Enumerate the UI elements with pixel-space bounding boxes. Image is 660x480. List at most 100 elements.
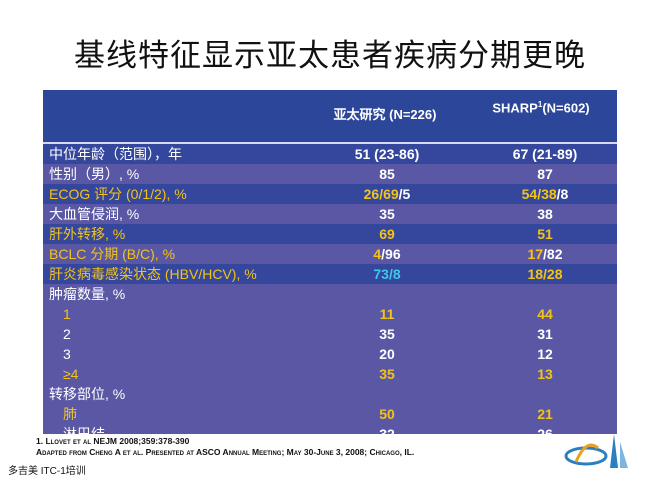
row-label: 淋巴结 xyxy=(63,424,105,434)
row-label: 2 xyxy=(63,324,71,344)
cell: 18/28 xyxy=(465,264,617,284)
text-run: 大血管侵润, % xyxy=(49,206,140,222)
footnotes: 1. Llovet et al NEJM 2008;359:378-390 Ada… xyxy=(36,436,414,458)
table-row: 性别（男）, % 85 87 xyxy=(43,164,617,184)
cell: 73/8 xyxy=(307,264,467,284)
text-run: 转移部位, % xyxy=(49,386,126,402)
cell: 12 xyxy=(465,344,617,364)
logo-swoosh xyxy=(564,446,608,466)
cell: 21 xyxy=(465,404,617,424)
logo-arc xyxy=(574,443,599,463)
logo xyxy=(564,434,628,468)
text-run: 11 xyxy=(379,306,395,322)
table-row: 转移部位, % xyxy=(43,384,617,404)
row-label: BCLC 分期 (B/C), % xyxy=(49,244,175,264)
row-label: 肝外转移, % xyxy=(49,224,125,244)
cell: 54/38/8 xyxy=(465,184,617,204)
text-run: 21 xyxy=(537,406,553,422)
text-run: 67 (21-89) xyxy=(512,146,578,162)
text-run: 44 xyxy=(537,306,553,322)
table-row: 中位年龄（范围），年 51 (23-86) 67 (21-89) xyxy=(43,142,617,164)
cell: 31 xyxy=(465,324,617,344)
text-run: 17 xyxy=(527,246,544,262)
row-label: 肝炎病毒感染状态 (HBV/HCV), % xyxy=(49,264,257,284)
table-row: 大血管侵润, % 35 38 xyxy=(43,204,617,224)
cell: 13 xyxy=(465,364,617,384)
table-row: 3 20 12 xyxy=(43,344,617,364)
text-run: 35 xyxy=(379,326,395,342)
text-run: 26 xyxy=(537,426,553,434)
row-label: 大血管侵润, % xyxy=(49,204,139,224)
row-label: 转移部位, % xyxy=(49,384,125,404)
header-text: 亚太研究 (N=226) xyxy=(333,107,437,122)
cell: 85 xyxy=(307,164,467,184)
cell: 35 xyxy=(307,364,467,384)
text-run: 2 xyxy=(63,326,71,342)
cell: 38 xyxy=(465,204,617,224)
row-label: 性别（男）, % xyxy=(49,164,139,184)
footnote: Adapted from Cheng A et al. Presented at… xyxy=(36,447,415,457)
text-run: ECOG 评分 (0/1/2), % xyxy=(49,186,187,202)
cell: 26/69/5 xyxy=(307,184,467,204)
table-row: 肝外转移, % 69 51 xyxy=(43,224,617,244)
table: 亚太研究 (N=226) SHARP 1 (N=602) 中位年龄（范围），年 51 (… xyxy=(43,90,617,434)
cell: 4/96 xyxy=(307,244,467,264)
text-run: 12 xyxy=(537,346,553,362)
cell: 32 xyxy=(307,424,467,434)
table-row: 2 35 31 xyxy=(43,324,617,344)
cell: 20 xyxy=(307,344,467,364)
footnote: 1. Llovet et al NEJM 2008;359:378-390 xyxy=(36,436,190,446)
text-run: 54/38 xyxy=(521,186,557,202)
text-run: 85 xyxy=(379,166,395,182)
text-run: /82 xyxy=(543,246,563,262)
table-row: 肝炎病毒感染状态 (HBV/HCV), % 73/8 18/28 xyxy=(43,264,617,284)
text-run: 35 xyxy=(379,206,395,222)
brand: 多吉美 ITC-1培训 xyxy=(8,466,86,477)
cell: 35 xyxy=(307,324,467,344)
text-run: /5 xyxy=(398,186,411,202)
text-run: 87 xyxy=(537,166,553,182)
text-run: 50 xyxy=(379,406,395,422)
text-run: 13 xyxy=(537,366,553,382)
cell: 87 xyxy=(465,164,617,184)
row-label: ≥4 xyxy=(63,364,78,384)
text-run: 20 xyxy=(379,346,395,362)
text-run: /8 xyxy=(556,186,569,202)
text-run: 69 xyxy=(379,226,395,242)
text-run: 31 xyxy=(537,326,553,342)
cell: 26 xyxy=(465,424,617,434)
cell: 69 xyxy=(307,224,467,244)
cell: 17/82 xyxy=(465,244,617,264)
text-run: 38 xyxy=(537,206,553,222)
text-run: /96 xyxy=(381,246,401,262)
row-label: 肿瘤数量, % xyxy=(49,284,125,304)
row-label: 3 xyxy=(63,344,71,364)
text-run: 性别（男）, % xyxy=(49,166,140,182)
table-row: BCLC 分期 (B/C), % 4/96 17/82 xyxy=(43,244,617,264)
cell: 44 xyxy=(465,304,617,324)
table-row: 肺 50 21 xyxy=(43,404,617,424)
row-label: ECOG 评分 (0/1/2), % xyxy=(49,184,187,204)
text-run: 肿瘤数量, % xyxy=(49,286,126,302)
cell: 51 xyxy=(465,224,617,244)
text-run: 肺 xyxy=(63,406,77,422)
table-row: 肿瘤数量, % xyxy=(43,284,617,304)
column-header: 亚太研究 (N=226) xyxy=(305,106,465,124)
table-header: 亚太研究 (N=226) SHARP1(N=602) xyxy=(43,90,617,142)
text-run: 肝炎病毒感染状态 (HBV/HCV), % xyxy=(49,266,257,282)
row-label: 1 xyxy=(63,304,71,324)
header-text: SHARP xyxy=(492,100,538,116)
cell: 11 xyxy=(307,304,467,324)
logo-sail xyxy=(610,434,618,468)
table-row: ≥4 35 13 xyxy=(43,364,617,384)
table-row: 1 11 44 xyxy=(43,304,617,324)
text-run: BCLC 分期 (B/C), % xyxy=(49,246,176,262)
text-run: 51 xyxy=(537,226,553,242)
text-run: 35 xyxy=(379,366,395,382)
header-text: (N=602) xyxy=(542,100,590,116)
cell: 51 (23-86) xyxy=(307,144,467,164)
text-run: 32 xyxy=(379,426,395,434)
slide-title: 基线特征显示亚太患者疾病分期更晚 xyxy=(74,38,586,73)
text-run: 中位年龄（范围），年 xyxy=(49,146,182,162)
text-run: 1 xyxy=(63,306,71,322)
